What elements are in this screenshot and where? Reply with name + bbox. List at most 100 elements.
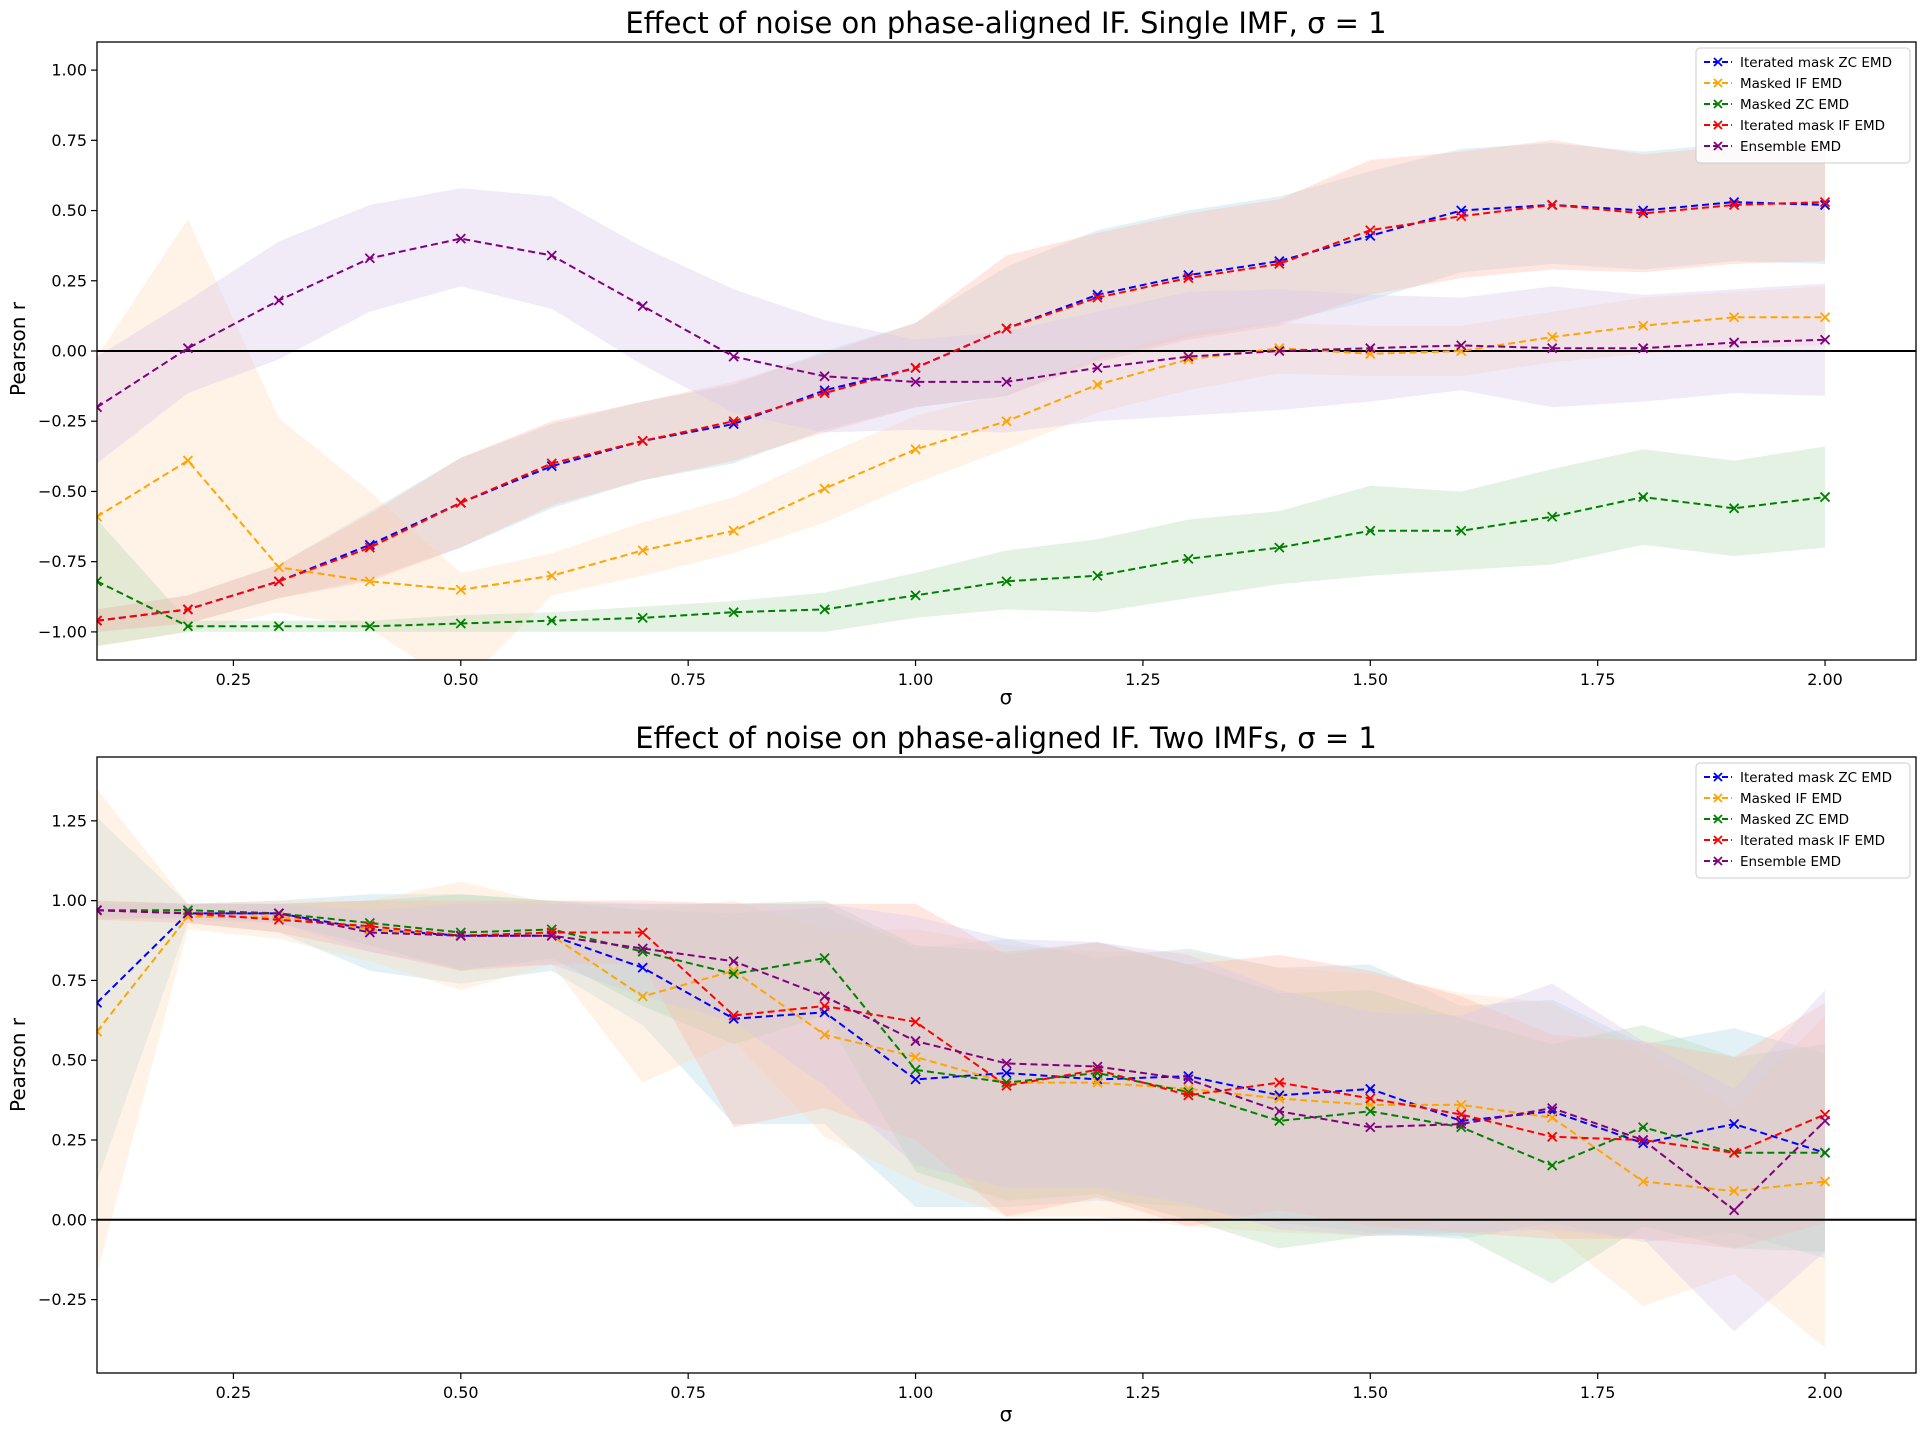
data-point [1456, 211, 1467, 222]
data-point [1183, 272, 1194, 284]
data-point [1547, 343, 1558, 354]
x-tick-label: 1.25 [1125, 670, 1161, 689]
data-point [637, 943, 648, 954]
data-point [97, 402, 103, 413]
data-point [910, 1035, 921, 1047]
data-point [1001, 416, 1012, 427]
legend-label: Ensemble EMD [1740, 854, 1841, 870]
data-point [819, 952, 830, 964]
band-series-2 [97, 446, 1825, 646]
data-point [1365, 525, 1376, 536]
legend-swatch-marker [1713, 772, 1723, 782]
data-point [728, 351, 739, 362]
data-point [819, 371, 830, 382]
data-point [1728, 1118, 1740, 1130]
data-point [273, 621, 285, 632]
band-series-3 [97, 900, 1825, 1249]
y-tick-label: 0.25 [51, 271, 87, 290]
legend-swatch-marker [1713, 78, 1723, 88]
data-point [1001, 1080, 1012, 1091]
data-point [273, 908, 285, 919]
series-line-2 [97, 909, 1825, 1167]
series-line-1 [97, 915, 1826, 1193]
legend-swatch-marker [1713, 120, 1723, 130]
data-point [637, 612, 648, 624]
x-tick-label: 1.00 [898, 1383, 934, 1402]
data-point [97, 905, 103, 916]
band-series-1 [97, 788, 1825, 1348]
x-tick-label: 0.25 [216, 670, 252, 689]
data-point [1547, 1102, 1558, 1114]
data-point [364, 576, 375, 587]
series-line-4 [97, 237, 1826, 409]
data-point [1547, 1160, 1558, 1171]
data-point [1274, 1077, 1285, 1088]
data-point [910, 1051, 921, 1063]
data-point [1274, 1093, 1285, 1104]
y-tick-label: −0.75 [38, 552, 87, 571]
data-point [1728, 199, 1740, 211]
band-series-0 [97, 817, 1825, 1259]
x-tick-label: 1.75 [1580, 670, 1616, 689]
legend-swatch-marker [1713, 793, 1723, 803]
y-tick-label: 1.25 [51, 811, 87, 830]
data-point [455, 497, 466, 508]
data-point [1728, 312, 1740, 323]
data-point [364, 927, 375, 938]
data-point [1274, 258, 1285, 270]
y-tick-label: −0.25 [38, 412, 87, 431]
data-point [273, 562, 285, 573]
x-tick-label: 1.50 [1352, 1383, 1388, 1402]
data-point [1092, 292, 1103, 303]
data-point [1183, 1074, 1194, 1085]
data-point [546, 250, 557, 261]
y-tick-label: 0.50 [51, 201, 87, 220]
data-point [1819, 1176, 1831, 1187]
data-point [1638, 343, 1649, 354]
legend-label: Masked ZC EMD [1740, 812, 1849, 828]
data-point [1728, 337, 1740, 348]
data-point [819, 387, 830, 399]
data-point [1819, 1115, 1831, 1126]
legend-label: Iterated mask IF EMD [1740, 833, 1885, 849]
data-point [1274, 542, 1285, 553]
legend-box [1695, 47, 1911, 164]
y-tick-label: 1.00 [51, 61, 87, 80]
data-point [728, 968, 739, 980]
data-point [1365, 1122, 1376, 1133]
data-point [1001, 1067, 1012, 1079]
y-tick-label: 0.25 [51, 1131, 87, 1150]
data-point [1274, 1115, 1285, 1126]
data-point [1092, 570, 1103, 581]
data-point [1547, 199, 1558, 211]
y-tick-label: −0.50 [38, 482, 87, 501]
data-point [637, 991, 648, 1002]
legend-swatch-marker [1713, 99, 1723, 109]
data-point [910, 1074, 921, 1085]
y-tick-label: 0.00 [51, 1210, 87, 1229]
legend-swatch-marker [1713, 141, 1723, 151]
data-point [273, 576, 285, 587]
data-point [1638, 320, 1649, 331]
data-point [364, 542, 375, 553]
x-tick-label: 0.50 [443, 1383, 479, 1402]
legend-label: Ensemble EMD [1740, 139, 1841, 155]
data-point [1547, 511, 1558, 522]
data-point [182, 604, 194, 615]
data-point [1365, 225, 1376, 236]
data-point [97, 615, 103, 626]
data-point [1819, 334, 1831, 345]
data-point [455, 618, 466, 629]
x-tick-label: 0.75 [670, 670, 706, 689]
data-point [1001, 1058, 1012, 1069]
legend-label: Masked ZC EMD [1740, 97, 1849, 113]
data-point [273, 295, 285, 306]
x-tick-label: 1.00 [898, 670, 934, 689]
data-point [728, 607, 739, 618]
data-point [728, 416, 739, 427]
data-point [1728, 1185, 1740, 1197]
data-point [910, 1016, 921, 1028]
legend-swatch-marker [1713, 57, 1723, 67]
legend: Iterated mask ZC EMD Masked IF EMD Masked … [1695, 47, 1911, 164]
data-point [1638, 1176, 1649, 1187]
